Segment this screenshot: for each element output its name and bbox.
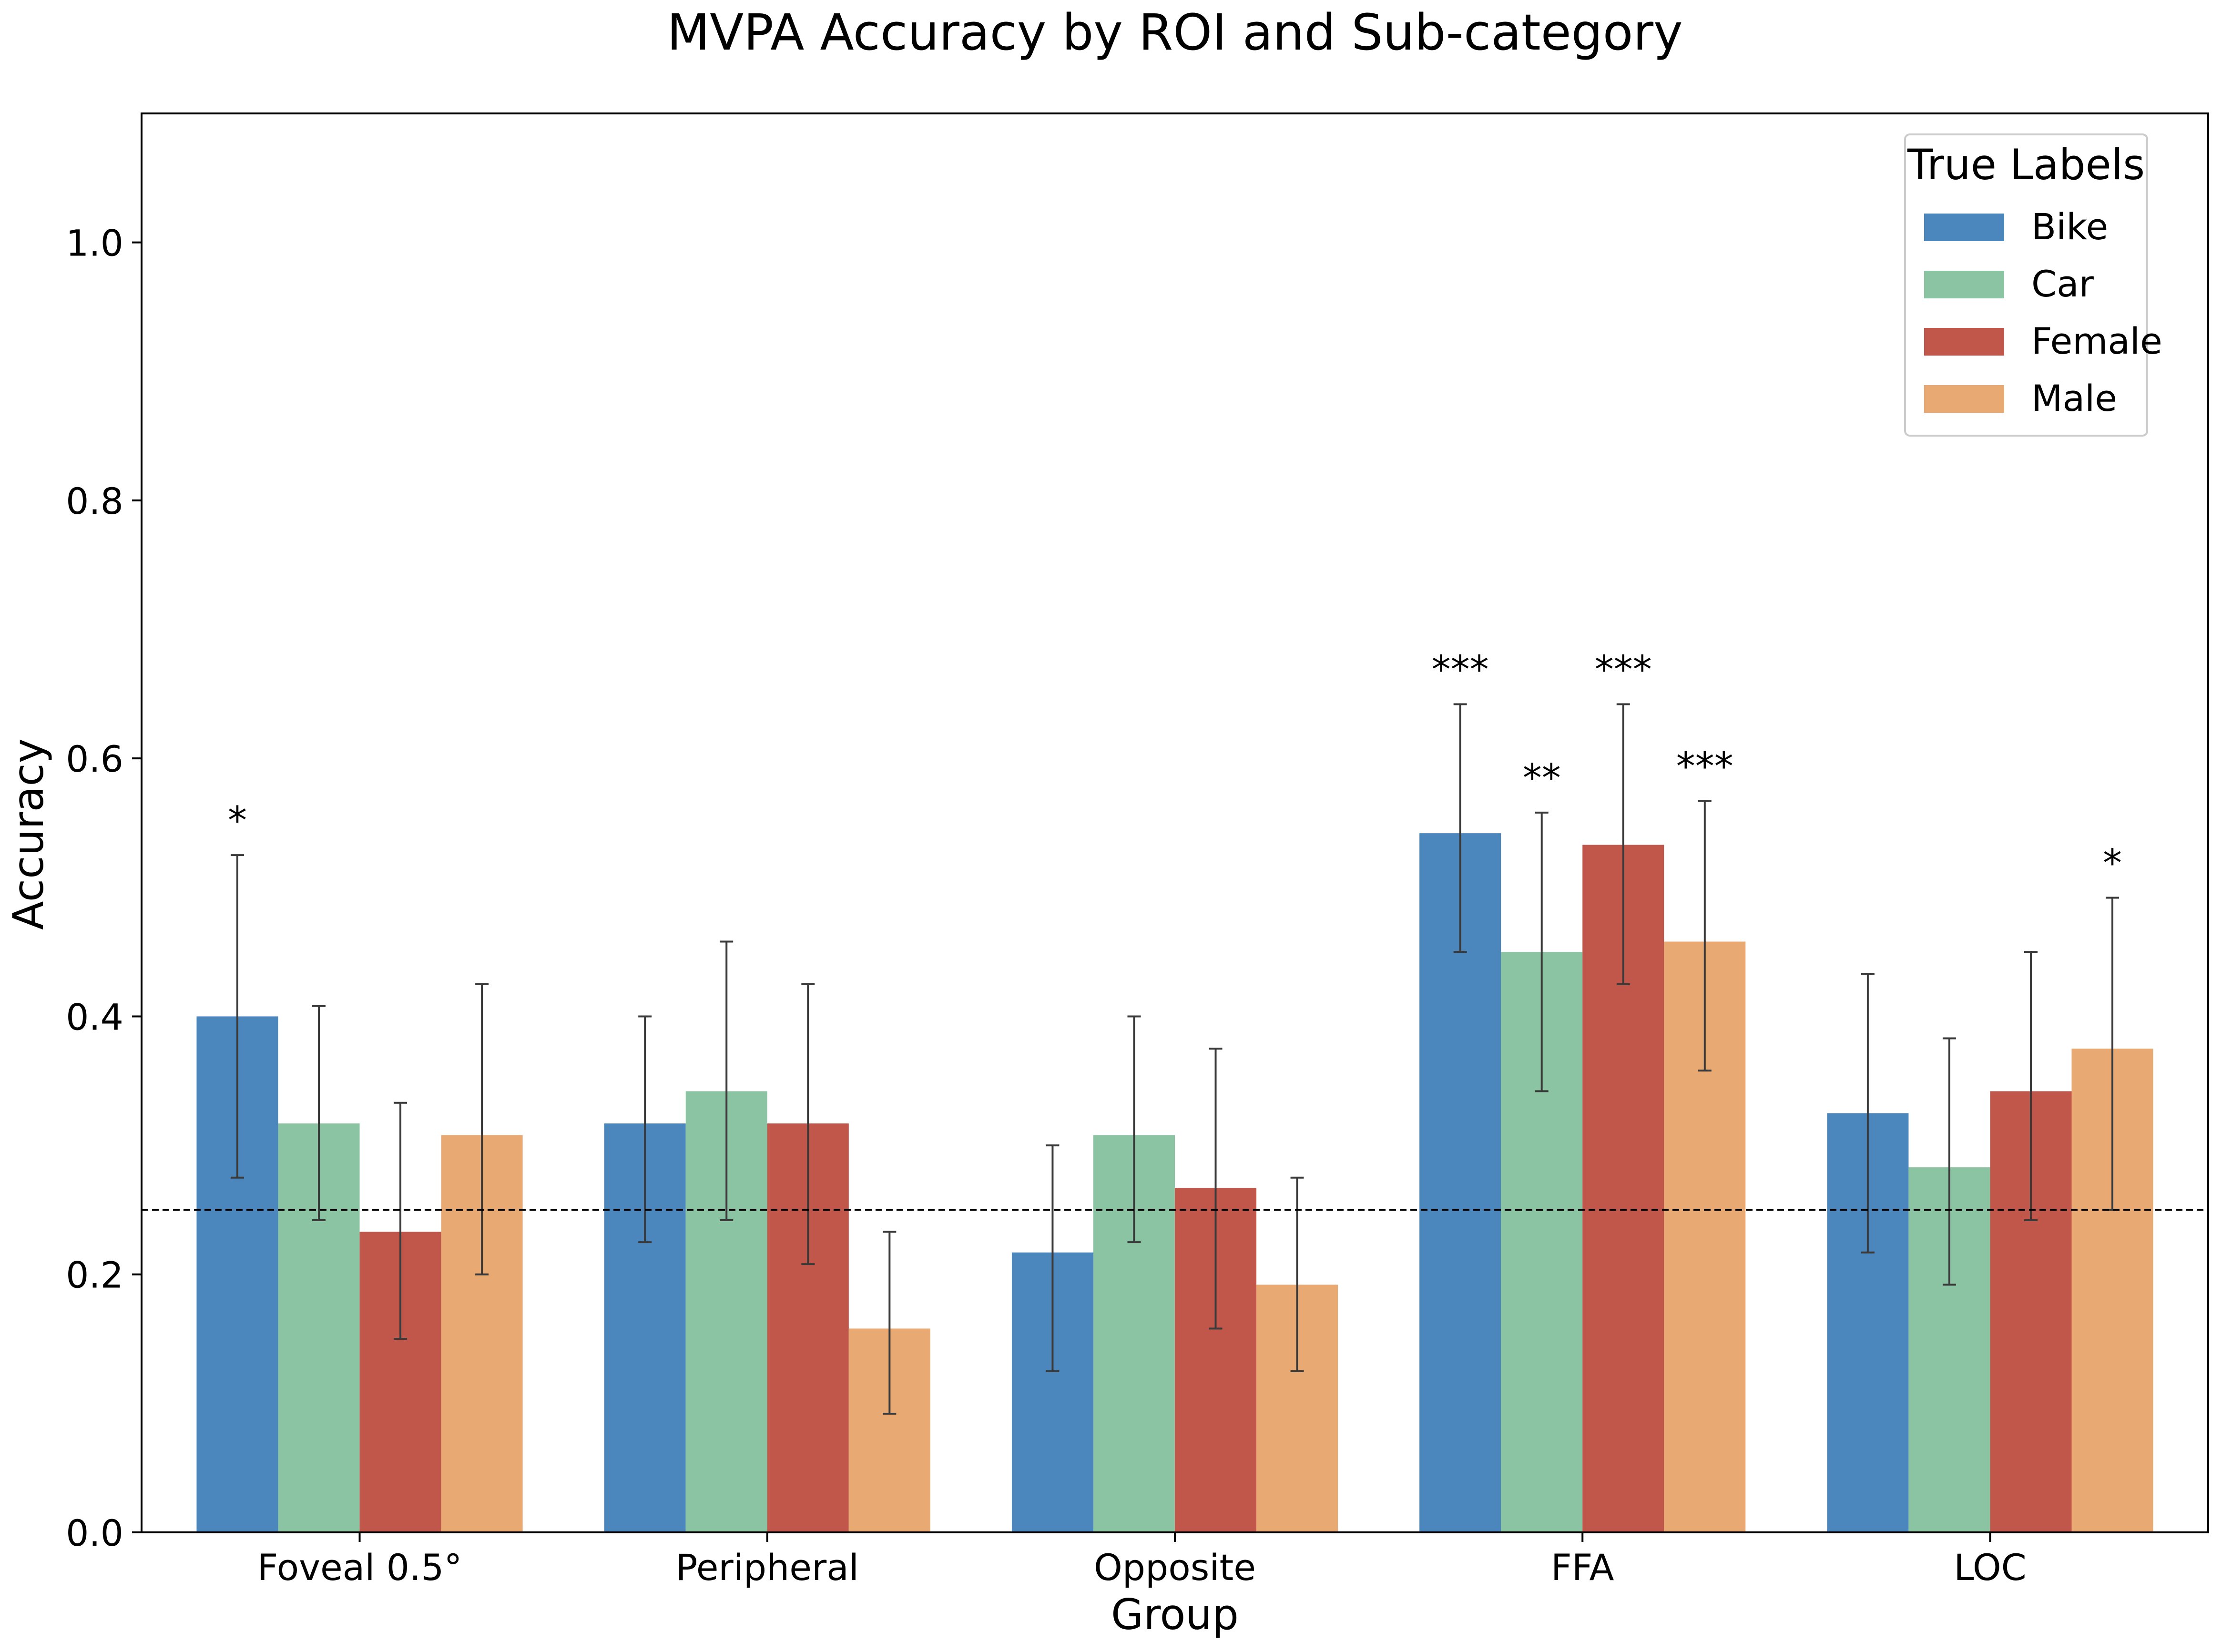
legend-items: Bike Car Female Male bbox=[1924, 205, 2162, 419]
y-tick-label: 0.2 bbox=[66, 1254, 123, 1296]
x-tick-label: FFA bbox=[1551, 1546, 1614, 1589]
significance-marker: *** bbox=[1595, 648, 1652, 692]
y-tick-label: 0.8 bbox=[66, 480, 123, 522]
legend-swatch-female bbox=[1924, 328, 2004, 356]
legend-label-bike: Bike bbox=[2031, 205, 2108, 248]
legend-swatch-male bbox=[1924, 385, 2004, 413]
significance-marker: *** bbox=[1676, 744, 1733, 788]
legend-label-car: Car bbox=[2031, 263, 2094, 305]
legend: True Labels Bike Car Female Male bbox=[1904, 133, 2162, 437]
legend-swatch-bike bbox=[1924, 214, 2004, 241]
legend-label-female: Female bbox=[2031, 320, 2162, 362]
legend-box bbox=[1904, 133, 2148, 437]
legend-label-male: Male bbox=[2031, 377, 2117, 419]
y-axis-label: Accuracy bbox=[4, 738, 53, 930]
x-tick-label: Opposite bbox=[1094, 1546, 1256, 1589]
significance-marker: ** bbox=[1523, 756, 1561, 800]
y-tick-label: 0.4 bbox=[66, 996, 123, 1038]
significance-marker: * bbox=[2103, 841, 2122, 885]
x-axis-ticks: Foveal 0.5° Peripheral Opposite FFA LOC bbox=[257, 1532, 2027, 1589]
y-axis-ticks: 0.0 0.2 0.4 0.6 0.8 1.0 bbox=[66, 222, 142, 1554]
significance-layer: ************* bbox=[228, 648, 2122, 886]
x-tick-label: Foveal 0.5° bbox=[257, 1546, 462, 1589]
x-tick-label: Peripheral bbox=[676, 1546, 859, 1589]
x-axis-label: Group bbox=[1111, 1590, 1239, 1639]
legend-title: True Labels bbox=[1907, 140, 2145, 189]
x-tick-label: LOC bbox=[1954, 1546, 2027, 1589]
y-tick-label: 1.0 bbox=[66, 222, 123, 265]
bars-layer bbox=[196, 833, 2153, 1532]
chart-title: MVPA Accuracy by ROI and Sub-category bbox=[667, 3, 1682, 61]
significance-marker: *** bbox=[1432, 648, 1489, 692]
legend-swatch-car bbox=[1924, 271, 2004, 298]
y-tick-label: 0.6 bbox=[66, 738, 123, 780]
significance-marker: * bbox=[228, 798, 247, 843]
y-tick-label: 0.0 bbox=[66, 1512, 123, 1554]
